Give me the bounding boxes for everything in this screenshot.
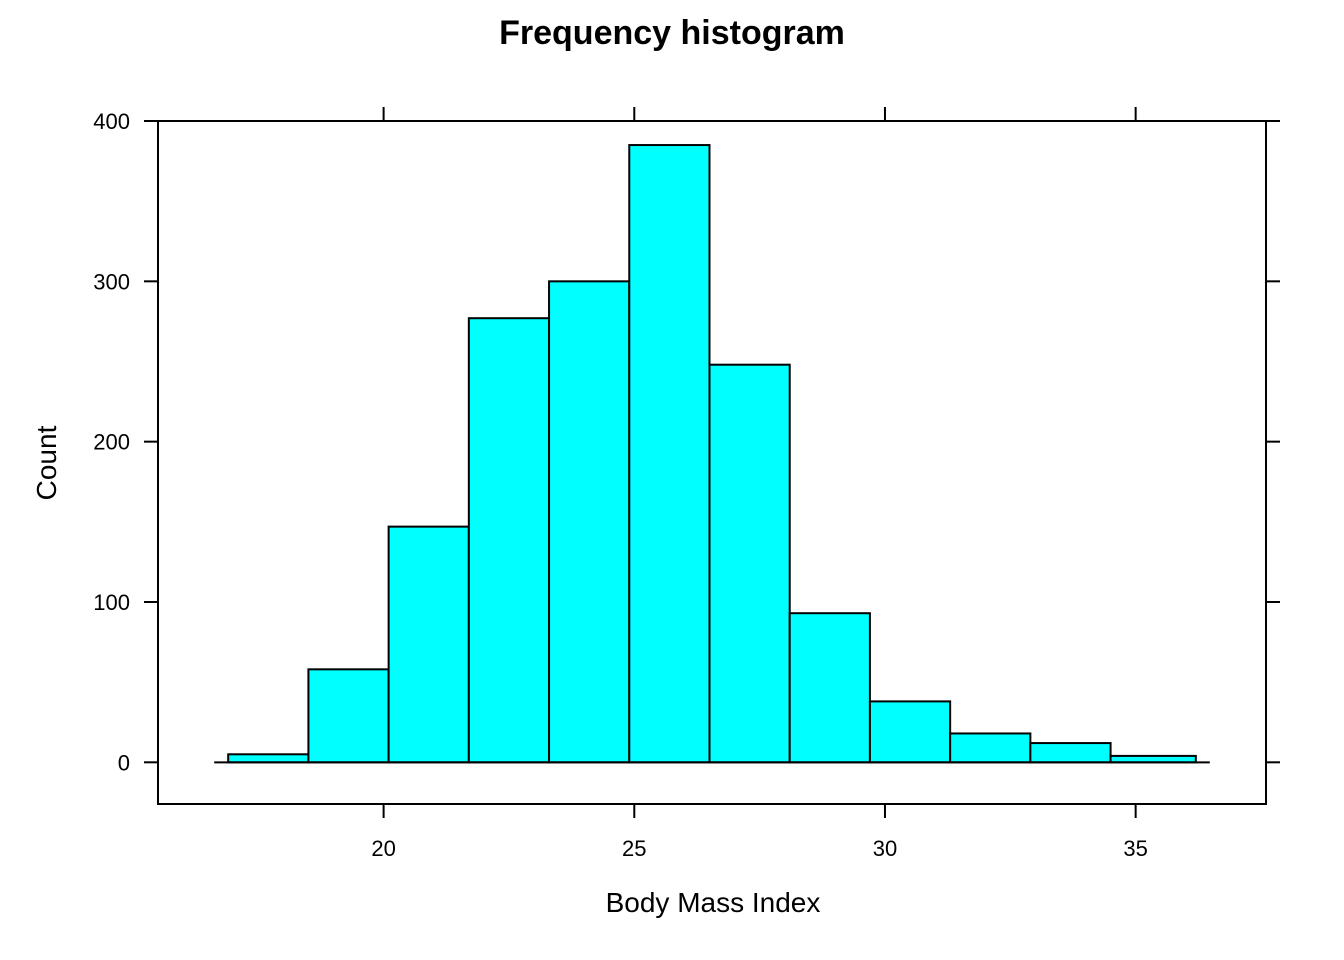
axes-group: 20 25 30 35 0 100 200 300 400 <box>93 107 1280 861</box>
histogram-bar <box>949 732 1032 764</box>
y-tick-label: 300 <box>93 269 130 294</box>
y-tick-label: 400 <box>93 109 130 134</box>
x-axis-title: Body Mass Index <box>606 887 821 918</box>
plot-frame <box>157 120 1267 805</box>
y-axis-title: Count <box>31 425 62 500</box>
histogram-bar <box>548 280 631 764</box>
histogram-bar <box>227 753 310 764</box>
histogram-bar <box>1029 742 1112 764</box>
y-tick-label: 0 <box>118 750 130 775</box>
histogram-bar <box>628 144 711 764</box>
x-tick-label: 35 <box>1123 836 1147 861</box>
x-tick-label: 25 <box>622 836 646 861</box>
histogram-bar <box>788 612 871 764</box>
histogram-bar <box>467 317 551 764</box>
histogram-bar <box>387 525 470 764</box>
bars-group <box>227 144 1197 764</box>
y-tick-label: 200 <box>93 430 130 455</box>
histogram-bar <box>708 363 791 764</box>
chart-title: Frequency histogram <box>499 14 845 52</box>
histogram-bar <box>868 700 952 764</box>
y-tick-label: 100 <box>93 590 130 615</box>
x-tick-label: 30 <box>873 836 897 861</box>
histogram-bar <box>307 668 390 764</box>
x-tick-label: 20 <box>371 836 395 861</box>
